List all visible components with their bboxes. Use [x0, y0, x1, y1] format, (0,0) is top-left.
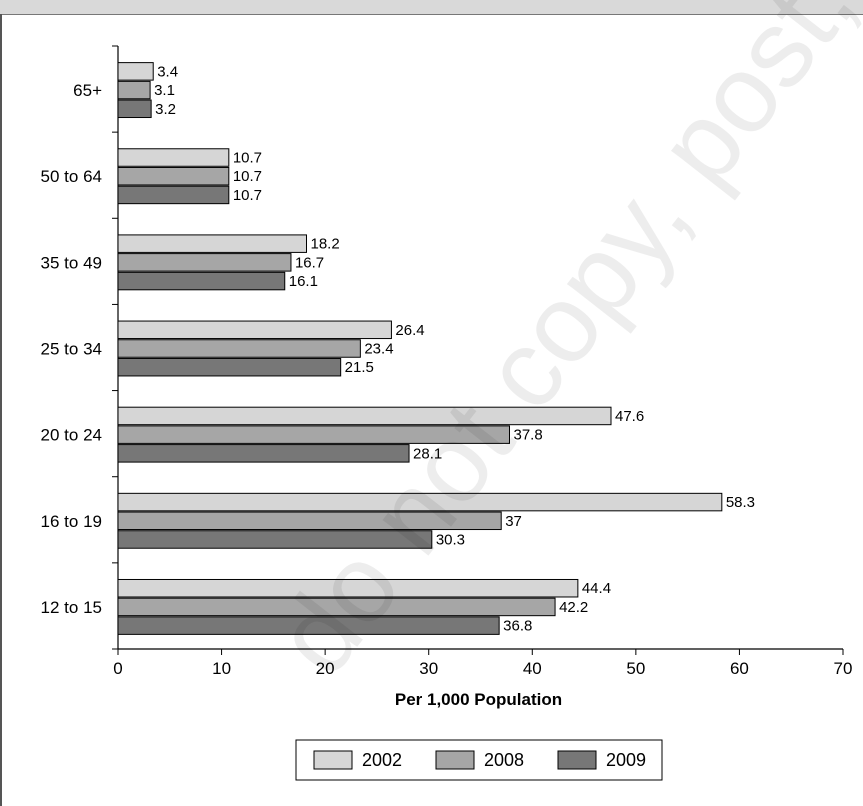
x-tick-label: 20 [316, 659, 335, 678]
data-label: 30.3 [436, 531, 465, 548]
data-label: 10.7 [233, 187, 262, 204]
category-label: 16 to 19 [41, 512, 102, 531]
data-label: 37.8 [514, 427, 543, 444]
bar [117, 511, 502, 531]
legend-swatch [435, 750, 475, 770]
data-label: 36.8 [503, 618, 532, 635]
bar [117, 99, 152, 119]
legend-swatch [557, 750, 597, 770]
bar [117, 166, 230, 186]
data-label: 16.7 [295, 254, 324, 271]
bar [117, 530, 433, 549]
legend-label: 2008 [484, 750, 524, 770]
data-label: 21.5 [345, 359, 374, 376]
x-axis-label: Per 1,000 Population [395, 690, 562, 709]
x-tick-label: 0 [113, 659, 122, 678]
x-tick-label: 60 [730, 659, 749, 678]
bar [117, 80, 151, 100]
data-label: 3.1 [154, 82, 175, 99]
bar [117, 320, 392, 340]
x-tick-label: 10 [212, 659, 231, 678]
legend-box [295, 739, 663, 781]
bar [117, 271, 286, 291]
bar [117, 357, 342, 377]
category-label: 65+ [73, 81, 102, 100]
bar [117, 234, 307, 253]
data-label: 58.3 [726, 494, 755, 511]
bar [117, 444, 410, 463]
x-tick-label: 70 [834, 659, 853, 678]
data-label: 10.7 [233, 168, 262, 185]
category-label: 35 to 49 [41, 253, 102, 272]
data-label: 16.1 [289, 273, 318, 290]
bar [117, 597, 556, 617]
legend-label: 2009 [606, 750, 646, 770]
x-tick-label: 30 [419, 659, 438, 678]
x-tick-label: 40 [523, 659, 542, 678]
top-band [0, 0, 863, 15]
bar [117, 185, 230, 205]
legend-swatch [313, 750, 353, 770]
legend-label: 2002 [362, 750, 402, 770]
data-label: 44.4 [582, 580, 611, 597]
data-label: 47.6 [615, 408, 644, 425]
category-label: 25 to 34 [41, 340, 102, 359]
data-label: 18.2 [311, 236, 340, 253]
data-label: 23.4 [364, 341, 393, 358]
data-label: 3.4 [157, 63, 178, 80]
bar [117, 339, 361, 358]
bar [117, 253, 292, 272]
data-label: 37 [505, 513, 522, 530]
bar [117, 406, 612, 426]
x-tick-label: 50 [626, 659, 645, 678]
bar [117, 492, 723, 512]
category-label: 12 to 15 [41, 598, 102, 617]
bar [117, 148, 230, 167]
bar [117, 425, 510, 444]
bar [117, 578, 579, 598]
bar [117, 62, 154, 81]
data-label: 26.4 [395, 322, 424, 339]
data-label: 10.7 [233, 150, 262, 167]
category-label: 20 to 24 [41, 426, 102, 445]
data-label: 42.2 [559, 599, 588, 616]
left-border [0, 14, 2, 806]
data-label: 3.2 [155, 101, 176, 118]
data-label: 28.1 [413, 445, 442, 462]
category-label: 50 to 64 [41, 167, 102, 186]
bar [117, 616, 500, 635]
